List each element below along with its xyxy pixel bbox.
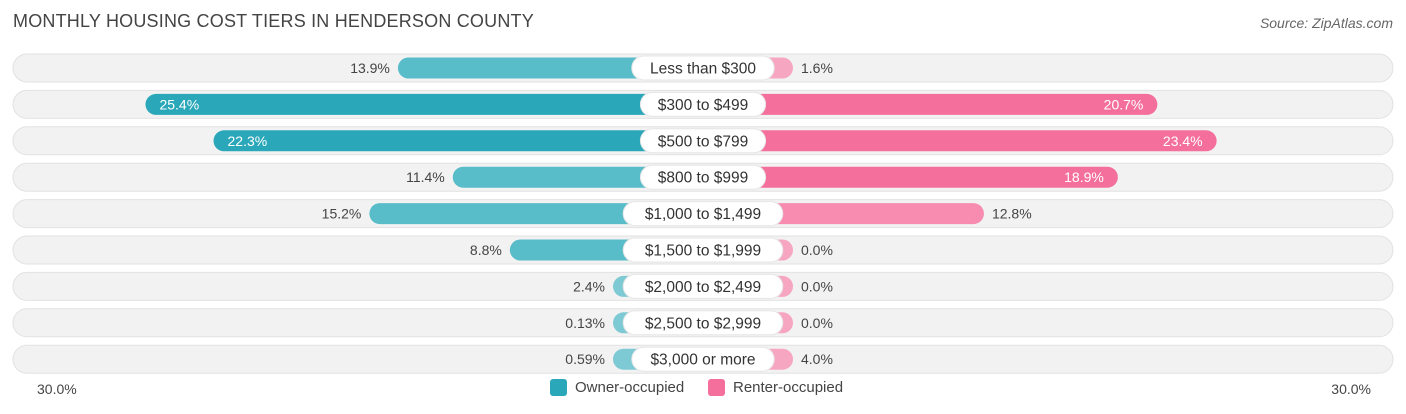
category-pill — [631, 55, 775, 81]
owner-bar — [369, 203, 703, 225]
category-pill — [639, 91, 767, 117]
renter-bar — [703, 130, 1217, 152]
category-label: $500 to $799 — [658, 133, 749, 150]
category-label: $1,000 to $1,499 — [645, 206, 761, 223]
renter-value-label: 1.6% — [801, 60, 833, 76]
legend-owner-label: Owner-occupied — [575, 379, 685, 396]
category-pill — [631, 346, 775, 372]
category-label: $3,000 or more — [650, 352, 755, 369]
legend-owner: Owner-occupied — [550, 379, 684, 396]
legend: Owner-occupied Renter-occupied — [0, 379, 1406, 399]
renter-bar — [703, 93, 1158, 115]
category-label: $2,500 to $2,999 — [645, 315, 761, 332]
category-label: Less than $300 — [650, 61, 756, 78]
owner-value-label: 0.59% — [565, 351, 605, 367]
chart-title: MONTHLY HOUSING COST TIERS IN HENDERSON … — [13, 11, 534, 31]
category-pill — [622, 273, 784, 299]
category-label: $800 to $999 — [658, 170, 749, 187]
owner-bar — [452, 166, 703, 188]
renter-value-label: 0.0% — [801, 242, 833, 258]
axis-right-label: 30.0% — [1331, 381, 1371, 397]
legend-renter-label: Renter-occupied — [733, 379, 844, 396]
renter-value-label: 23.4% — [1163, 133, 1203, 149]
owner-value-label: 25.4% — [159, 96, 199, 112]
owner-value-label: 13.9% — [350, 60, 390, 76]
owner-value-label: 8.8% — [470, 242, 502, 258]
category-pill — [639, 128, 767, 154]
owner-value-label: 0.13% — [565, 315, 605, 331]
owner-value-label: 22.3% — [228, 133, 268, 149]
owner-value-label: 15.2% — [322, 206, 362, 222]
owner-value-label: 11.4% — [406, 169, 445, 185]
legend-renter-swatch — [708, 379, 725, 396]
renter-bar — [703, 166, 1118, 188]
owner-bar — [213, 130, 703, 152]
category-pill — [622, 310, 784, 336]
category-pill — [639, 164, 767, 190]
owner-value-label: 2.4% — [573, 278, 605, 294]
renter-value-label: 0.0% — [801, 278, 833, 294]
category-label: $300 to $499 — [658, 97, 749, 114]
source-note: Source: ZipAtlas.com — [1259, 15, 1393, 31]
owner-bar — [145, 93, 704, 115]
axis-left-label: 30.0% — [37, 381, 77, 397]
legend-owner-swatch — [550, 379, 567, 396]
renter-value-label: 12.8% — [992, 206, 1032, 222]
renter-value-label: 18.9% — [1064, 169, 1104, 185]
category-label: $1,500 to $1,999 — [645, 243, 761, 260]
chart-canvas: 13.9% 1.6% Less than $300 25.4% 20.7% $300 to… — [12, 53, 1394, 374]
renter-value-label: 0.0% — [801, 315, 833, 331]
category-label: $2,000 to $2,499 — [645, 279, 761, 296]
owner-bar — [397, 57, 703, 79]
category-pill — [622, 237, 784, 263]
renter-value-label: 20.7% — [1104, 96, 1144, 112]
category-pill — [622, 201, 784, 227]
legend-renter: Renter-occupied — [708, 379, 843, 396]
renter-value-label: 4.0% — [801, 351, 833, 367]
